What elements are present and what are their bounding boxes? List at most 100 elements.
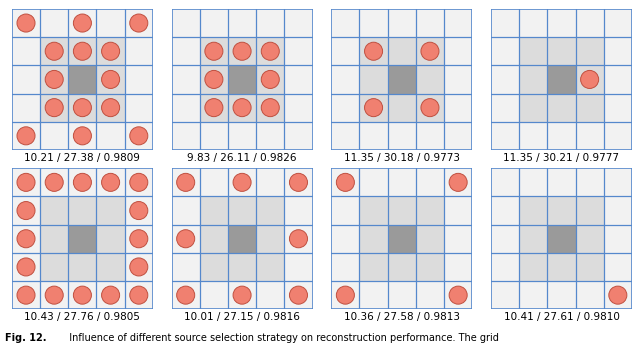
Circle shape <box>130 127 148 145</box>
Bar <box>519 93 547 122</box>
Bar <box>388 66 416 93</box>
Text: 11.35 / 30.21 / 0.9777: 11.35 / 30.21 / 0.9777 <box>504 153 620 163</box>
Circle shape <box>130 230 148 248</box>
Circle shape <box>102 71 120 88</box>
Circle shape <box>130 14 148 32</box>
Bar <box>200 37 228 66</box>
Bar <box>68 197 97 225</box>
Circle shape <box>421 98 439 117</box>
Bar <box>40 225 68 253</box>
Circle shape <box>421 42 439 60</box>
Circle shape <box>17 127 35 145</box>
Bar <box>97 197 125 225</box>
Circle shape <box>17 173 35 192</box>
Circle shape <box>337 173 355 192</box>
Circle shape <box>17 230 35 248</box>
Bar <box>40 37 68 66</box>
Bar <box>519 66 547 93</box>
Bar <box>256 66 284 93</box>
Circle shape <box>449 286 467 304</box>
Circle shape <box>609 286 627 304</box>
Bar <box>416 37 444 66</box>
Bar <box>360 197 388 225</box>
Circle shape <box>74 42 92 60</box>
Circle shape <box>17 258 35 276</box>
Circle shape <box>233 286 251 304</box>
Circle shape <box>17 286 35 304</box>
Bar <box>97 253 125 281</box>
Bar <box>575 253 604 281</box>
Circle shape <box>233 173 251 192</box>
Bar <box>200 253 228 281</box>
Text: 10.01 / 27.15 / 0.9816: 10.01 / 27.15 / 0.9816 <box>184 313 300 323</box>
Bar <box>416 93 444 122</box>
Bar <box>360 66 388 93</box>
Circle shape <box>261 98 279 117</box>
Bar <box>388 37 416 66</box>
Circle shape <box>130 202 148 219</box>
Circle shape <box>580 71 598 88</box>
Circle shape <box>45 71 63 88</box>
Text: 10.41 / 27.61 / 0.9810: 10.41 / 27.61 / 0.9810 <box>504 313 620 323</box>
Bar <box>360 225 388 253</box>
Bar <box>200 225 228 253</box>
Bar <box>360 253 388 281</box>
Circle shape <box>17 14 35 32</box>
Bar <box>416 225 444 253</box>
Bar <box>40 66 68 93</box>
Circle shape <box>289 173 307 192</box>
Bar <box>575 66 604 93</box>
Bar <box>68 37 97 66</box>
Bar <box>68 66 97 93</box>
Bar <box>575 197 604 225</box>
Bar <box>228 93 256 122</box>
Bar <box>519 37 547 66</box>
Bar <box>228 253 256 281</box>
Circle shape <box>233 98 251 117</box>
Bar <box>256 253 284 281</box>
Circle shape <box>102 286 120 304</box>
Text: 9.83 / 26.11 / 0.9826: 9.83 / 26.11 / 0.9826 <box>188 153 297 163</box>
Bar <box>547 197 575 225</box>
Bar <box>360 93 388 122</box>
Bar <box>256 225 284 253</box>
Bar <box>416 197 444 225</box>
Circle shape <box>205 71 223 88</box>
Circle shape <box>233 42 251 60</box>
Circle shape <box>205 42 223 60</box>
Bar <box>256 37 284 66</box>
Circle shape <box>45 286 63 304</box>
Bar <box>388 93 416 122</box>
Text: Influence of different source selection strategy on reconstruction performance. : Influence of different source selection … <box>63 333 499 343</box>
Circle shape <box>130 286 148 304</box>
Circle shape <box>365 98 383 117</box>
Circle shape <box>365 42 383 60</box>
Bar <box>228 197 256 225</box>
Bar <box>256 197 284 225</box>
Bar <box>97 37 125 66</box>
Bar <box>68 93 97 122</box>
Circle shape <box>337 286 355 304</box>
Bar <box>97 225 125 253</box>
Bar <box>228 225 256 253</box>
Bar <box>388 225 416 253</box>
Bar <box>388 197 416 225</box>
Bar <box>200 93 228 122</box>
Bar <box>519 253 547 281</box>
Bar <box>228 37 256 66</box>
Text: 10.21 / 27.38 / 0.9809: 10.21 / 27.38 / 0.9809 <box>24 153 140 163</box>
Bar <box>40 197 68 225</box>
Circle shape <box>449 173 467 192</box>
Circle shape <box>130 173 148 192</box>
Circle shape <box>177 173 195 192</box>
Circle shape <box>130 258 148 276</box>
Bar <box>547 253 575 281</box>
Bar <box>97 66 125 93</box>
Circle shape <box>45 42 63 60</box>
Bar <box>68 253 97 281</box>
Text: 10.43 / 27.76 / 0.9805: 10.43 / 27.76 / 0.9805 <box>24 313 140 323</box>
Bar <box>575 93 604 122</box>
Circle shape <box>45 98 63 117</box>
Circle shape <box>261 42 279 60</box>
Bar <box>40 253 68 281</box>
